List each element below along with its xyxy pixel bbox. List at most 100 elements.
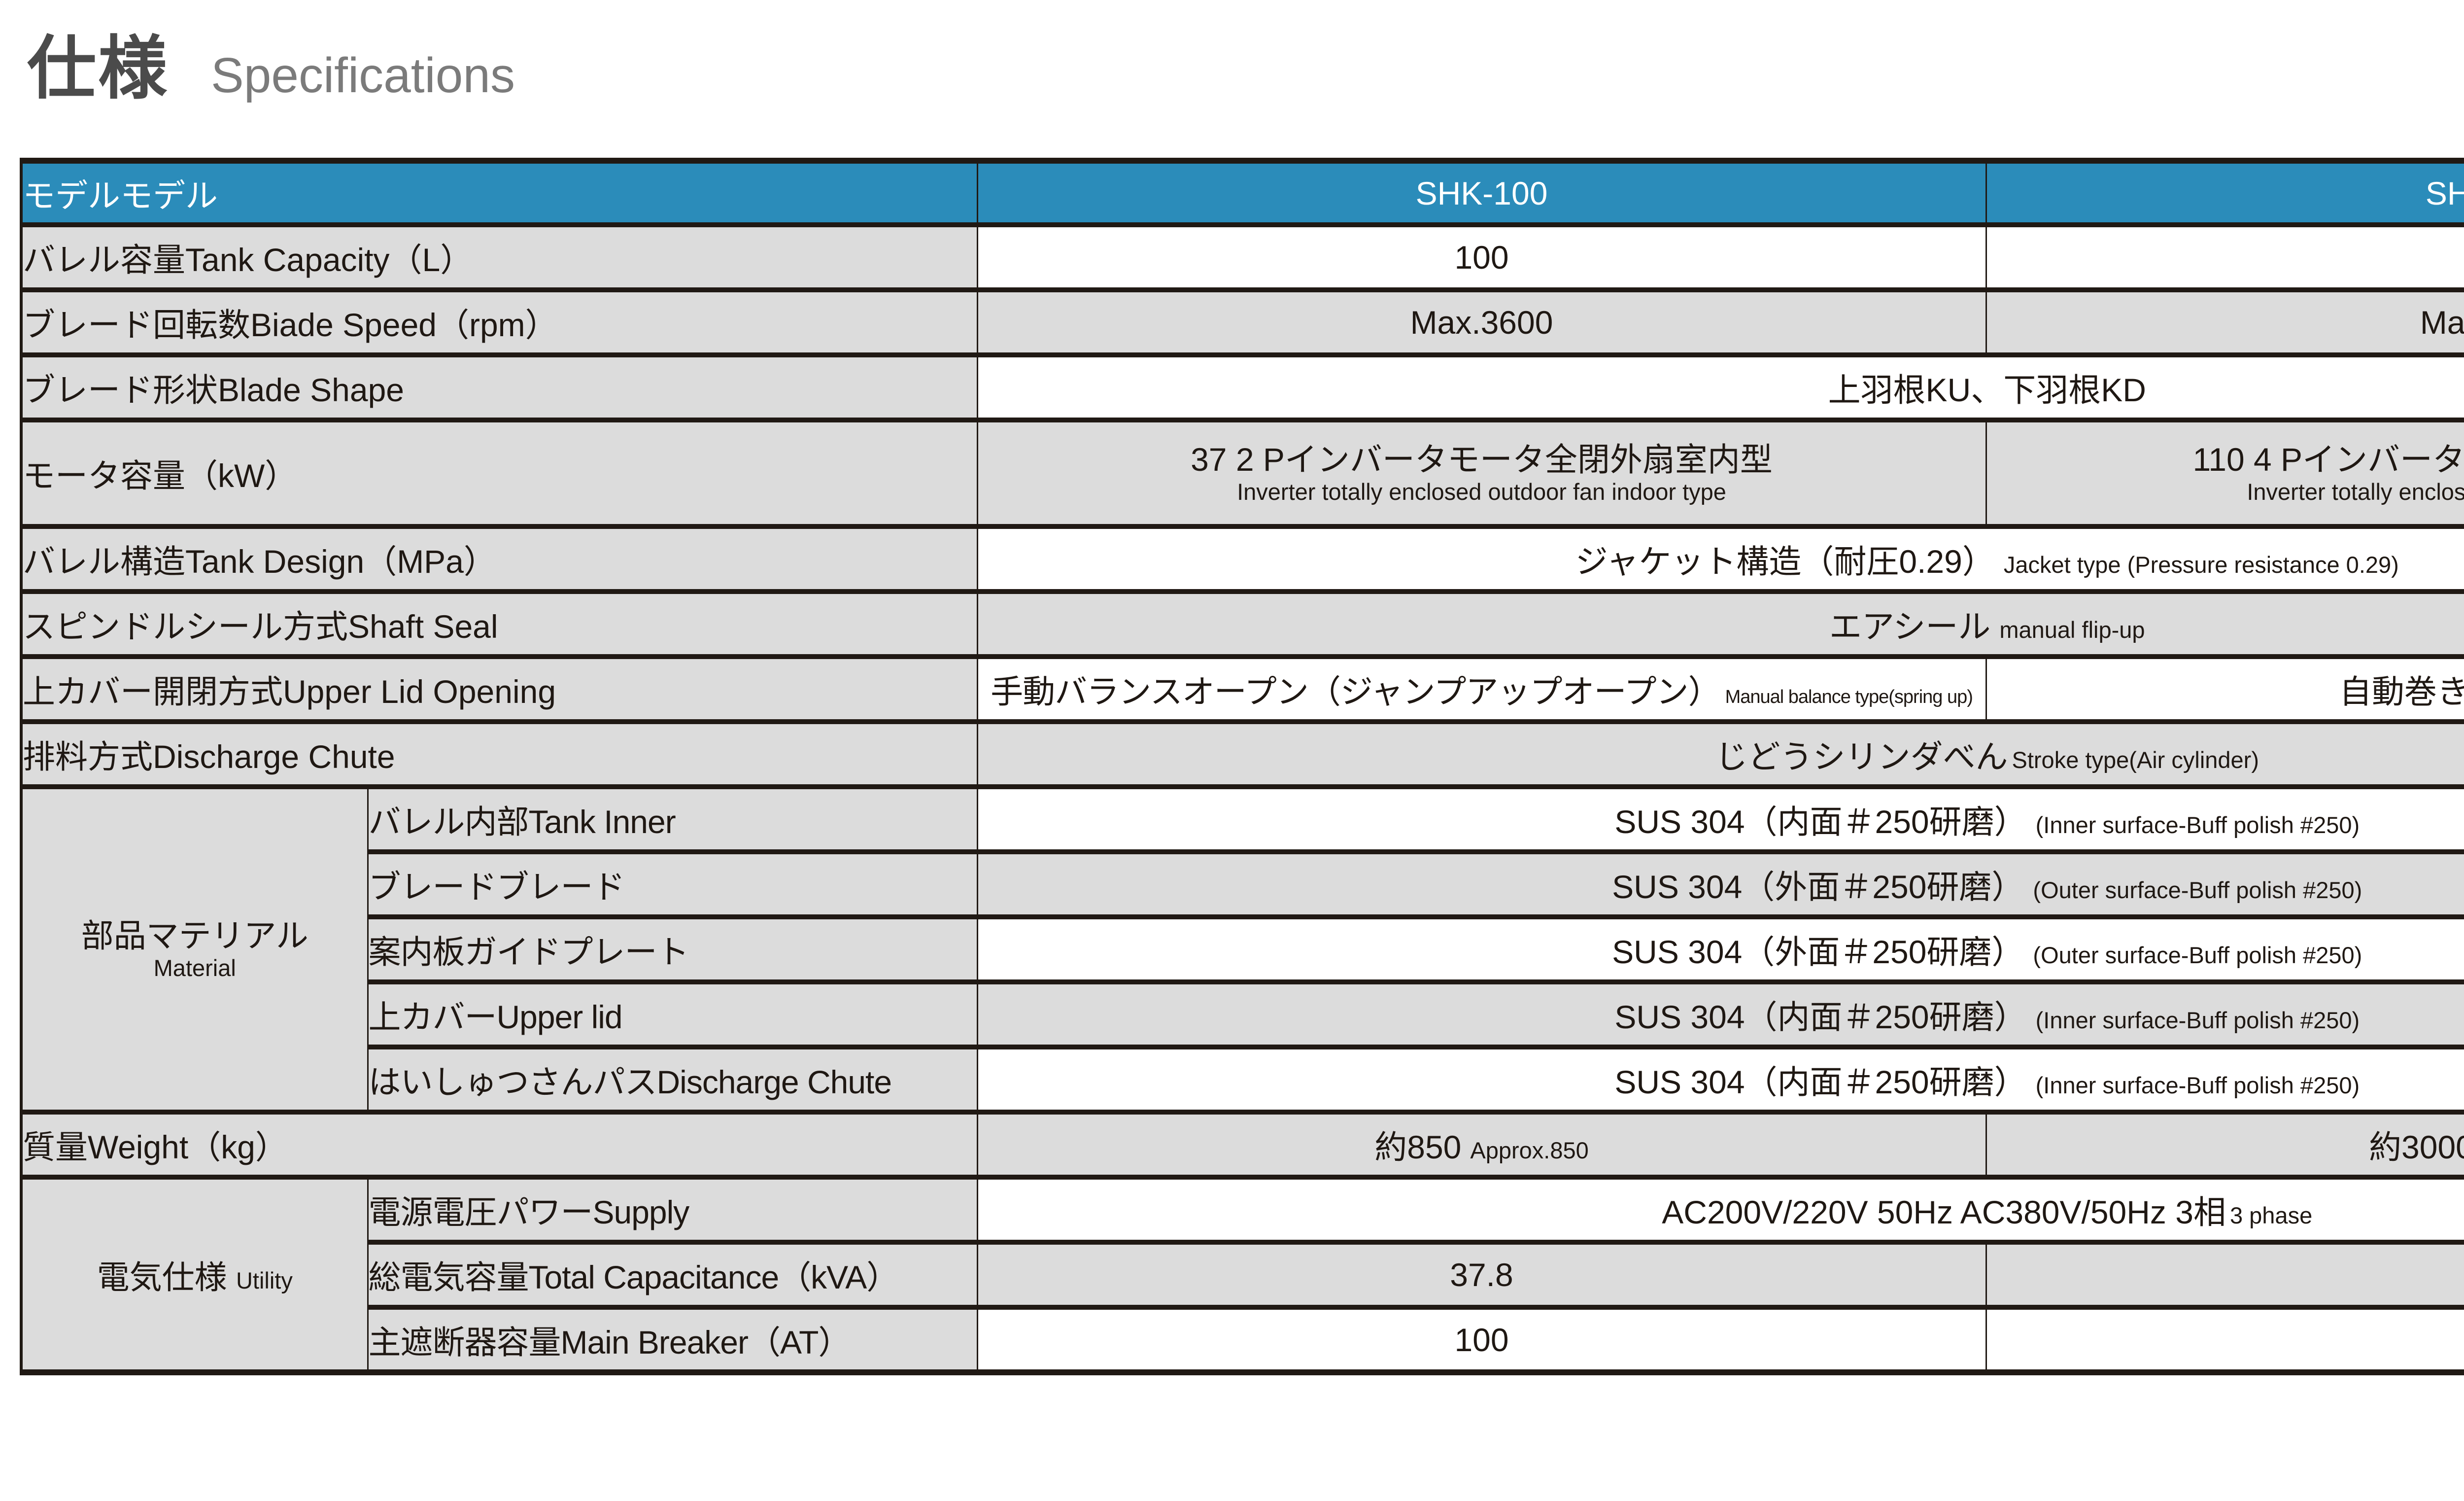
utility-group-label-en: Utility <box>236 1267 293 1293</box>
upper-lid-label: 上カバー開閉方式Upper Lid Opening <box>20 654 978 724</box>
power-supply-main: AC200V/220V 50Hz AC380V/50Hz 3相 <box>1662 1194 2226 1230</box>
utility-group-label: 電気仕様 Utility <box>20 1175 369 1375</box>
table-row: 排料方式Discharge Chute じどうシリンダべん Stroke type… <box>20 719 2464 789</box>
material-discharge-chute-value: SUS 304（内面＃250研磨） (Inner surface-Buff pol… <box>976 1045 2464 1115</box>
material-blade-label: ブレードブレード <box>367 849 978 919</box>
tank-capacity-shk100-value: 100 <box>976 222 1987 292</box>
motor-capacity-shk300-value: 110 4 Pインバータモータ全閉外扇室内型 Inverter totally … <box>1985 418 2464 529</box>
tank-capacity-label: バレル容量Tank Capacity（L） <box>20 222 978 292</box>
total-capacitance-shk100-value: 37.8 <box>976 1240 1987 1310</box>
material-upper-lid-main: SUS 304（内面＃250研磨） <box>1614 999 2027 1035</box>
tank-design-value: ジャケット構造（耐圧0.29） Jacket type (Pressure res… <box>976 524 2464 594</box>
table-row: バレル構造Tank Design（MPa） ジャケット構造（耐圧0.29） Jac… <box>20 524 2464 594</box>
discharge-sub: Stroke type(Air cylinder) <box>2012 747 2259 773</box>
motor-shk100-main: 37 2 Pインバータモータ全閉外扇室内型 <box>1191 441 1773 478</box>
table-row: ブレード回転数Biade Speed（rpm） Max.3600 Max.240… <box>20 287 2464 357</box>
material-tank-inner-value: SUS 304（内面＃250研磨） (Inner surface-Buff pol… <box>976 784 2464 854</box>
page-title-en: Specifications <box>211 48 515 103</box>
weight-shk100-sub: Approx.850 <box>1470 1137 1589 1163</box>
material-tank-inner-main: SUS 304（内面＃250研磨） <box>1614 803 2027 840</box>
page-title: 仕様 Specifications <box>27 13 515 112</box>
tank-design-label: バレル構造Tank Design（MPa） <box>20 524 978 594</box>
material-tank-inner-sub: (Inner surface-Buff polish #250) <box>2035 812 2360 838</box>
material-blade-main: SUS 304（外面＃250研磨） <box>1612 869 2024 905</box>
table-row: モータ容量（kW） 37 2 Pインバータモータ全閉外扇室内型 Inverter… <box>20 418 2464 529</box>
material-group-label-jp: 部品マテリアル <box>81 917 308 954</box>
table-row: 総電気容量Total Capacitance（kVA） 37.8 111 <box>21 1240 2464 1310</box>
main-breaker-shk300-value: 250 <box>1985 1305 2464 1375</box>
upper-lid-shk100-main: 手動バランスオープン（ジャンプアップオープン） <box>991 673 1720 710</box>
material-group-label-en: Material <box>153 954 236 981</box>
motor-capacity-shk100-value: 37 2 Pインバータモータ全閉外扇室内型 Inverter totally e… <box>976 418 1987 529</box>
total-capacitance-shk300-value: 111 <box>1985 1240 2464 1310</box>
motor-shk300-sub: Inverter totally enclosed outdoor fan in… <box>2247 478 2464 505</box>
material-upper-lid-value: SUS 304（内面＃250研磨） (Inner surface-Buff pol… <box>976 979 2464 1049</box>
model-row-label: モデルモデル <box>20 158 978 227</box>
page-title-jp: 仕様 <box>27 30 170 107</box>
weight-label: 質量Weight（kg） <box>20 1110 978 1180</box>
tank-design-sub: Jacket type (Pressure resistance 0.29) <box>2003 552 2399 578</box>
power-supply-label: 電源電圧パワーSupply <box>367 1175 978 1245</box>
blade-speed-label: ブレード回転数Biade Speed（rpm） <box>20 287 978 357</box>
material-upper-lid-label: 上カバーUpper lid <box>367 979 978 1049</box>
table-row: スピンドルシール方式Shaft Seal エアシール manual flip-up <box>20 589 2464 659</box>
material-guide-plate-main: SUS 304（外面＃250研磨） <box>1612 934 2024 970</box>
motor-shk100-sub: Inverter totally enclosed outdoor fan in… <box>1237 478 1726 505</box>
shaft-seal-main: エアシール <box>1829 608 1991 645</box>
table-row: 主遮断器容量Main Breaker（AT） 100 250 <box>21 1305 2464 1375</box>
table-row: 上カバー開閉方式Upper Lid Opening 手動バランスオープン（ジャン… <box>20 654 2464 724</box>
material-guide-plate-sub: (Outer surface-Buff polish #250) <box>2033 942 2362 968</box>
table-row: 質量Weight（kg） 約850 Approx.850 約3000Approx.… <box>20 1110 2464 1180</box>
model-shk100-header: SHK-100 <box>976 158 1987 227</box>
weight-shk300-value: 約3000Approx.3000 <box>1985 1110 2464 1180</box>
material-discharge-chute-sub: (Inner surface-Buff polish #250) <box>2035 1072 2360 1098</box>
material-tank-inner-label: バレル内部Tank Inner <box>367 784 978 854</box>
weight-shk100-main: 約850 <box>1374 1129 1462 1165</box>
blade-shape-value: 上羽根KU、下羽根KD <box>976 352 2464 422</box>
upper-lid-shk300-value: 自動巻き上げFlip-up lid <box>1985 654 2464 724</box>
tank-capacity-shk300-value: 300 <box>1985 222 2464 292</box>
shaft-seal-sub: manual flip-up <box>1999 617 2145 643</box>
discharge-value: じどうシリンダべん Stroke type(Air cylinder) <box>976 719 2464 789</box>
table-row: バレル容量Tank Capacity（L） 100 300 <box>20 222 2464 292</box>
power-supply-value: AC200V/220V 50Hz AC380V/50Hz 3相 3 phase <box>976 1175 2464 1245</box>
main-breaker-shk100-value: 100 <box>976 1305 1987 1375</box>
material-guide-plate-label: 案内板ガイドプレート <box>367 914 978 984</box>
main-breaker-label: 主遮断器容量Main Breaker（AT） <box>367 1305 978 1375</box>
table-row: モデルモデル SHK-100 SHK-300 <box>20 158 2464 227</box>
material-upper-lid-sub: (Inner surface-Buff polish #250) <box>2035 1007 2360 1033</box>
total-capacitance-label: 総電気容量Total Capacitance（kVA） <box>367 1240 978 1310</box>
material-discharge-chute-label: はいしゅつさんパスDischarge Chute <box>367 1045 978 1115</box>
table-row: ブレード形状Blade Shape 上羽根KU、下羽根KD <box>20 352 2464 422</box>
spec-table: モデルモデル SHK-100 SHK-300 バレル容量Tank Capacit… <box>20 158 2464 1375</box>
material-group-label: 部品マテリアル Material <box>20 784 369 1115</box>
material-blade-sub: (Outer surface-Buff polish #250) <box>2033 877 2362 903</box>
table-row: ブレードブレード SUS 304（外面＃250研磨） (Outer surface… <box>21 849 2464 919</box>
motor-capacity-label: モータ容量（kW） <box>20 418 978 529</box>
power-supply-sub: 3 phase <box>2229 1202 2313 1228</box>
material-blade-value: SUS 304（外面＃250研磨） (Outer surface-Buff pol… <box>976 849 2464 919</box>
upper-lid-shk100-sub: Manual balance type(spring up) <box>1725 687 1973 707</box>
blade-speed-shk100-value: Max.3600 <box>976 287 1987 357</box>
weight-shk300-main: 約3000 <box>2369 1129 2464 1165</box>
shaft-seal-value: エアシール manual flip-up <box>976 589 2464 659</box>
discharge-main: じどうシリンダべん <box>1715 738 2008 775</box>
table-row: 部品マテリアル Material バレル内部Tank Inner SUS 304… <box>20 784 2464 1115</box>
model-shk300-header: SHK-300 <box>1985 158 2464 227</box>
motor-shk300-main: 110 4 Pインバータモータ全閉外扇室内型 <box>2192 441 2464 478</box>
upper-lid-shk300-main: 自動巻き上げ <box>2339 673 2464 710</box>
table-row: 案内板ガイドプレート SUS 304（外面＃250研磨） (Outer surfa… <box>21 914 2464 984</box>
shaft-seal-label: スピンドルシール方式Shaft Seal <box>20 589 978 659</box>
utility-group-label-jp: 電気仕様 <box>97 1258 227 1295</box>
table-row: 電気仕様 Utility 電源電圧パワーSupply AC200V/220V 5… <box>20 1175 2464 1375</box>
weight-shk100-value: 約850 Approx.850 <box>976 1110 1987 1180</box>
blade-speed-shk300-value: Max.2400 <box>1985 287 2464 357</box>
blade-shape-label: ブレード形状Blade Shape <box>20 352 978 422</box>
tank-design-main: ジャケット構造（耐圧0.29） <box>1575 543 1995 580</box>
table-row: 上カバーUpper lid SUS 304（内面＃250研磨） (Inner su… <box>21 979 2464 1049</box>
table-row: はいしゅつさんパスDischarge Chute SUS 304（内面＃250研… <box>21 1045 2464 1115</box>
discharge-label: 排料方式Discharge Chute <box>20 719 978 789</box>
upper-lid-shk100-value: 手動バランスオープン（ジャンプアップオープン） Manual balance ty… <box>976 654 1987 724</box>
material-guide-plate-value: SUS 304（外面＃250研磨） (Outer surface-Buff pol… <box>976 914 2464 984</box>
material-discharge-chute-main: SUS 304（内面＃250研磨） <box>1614 1064 2027 1100</box>
